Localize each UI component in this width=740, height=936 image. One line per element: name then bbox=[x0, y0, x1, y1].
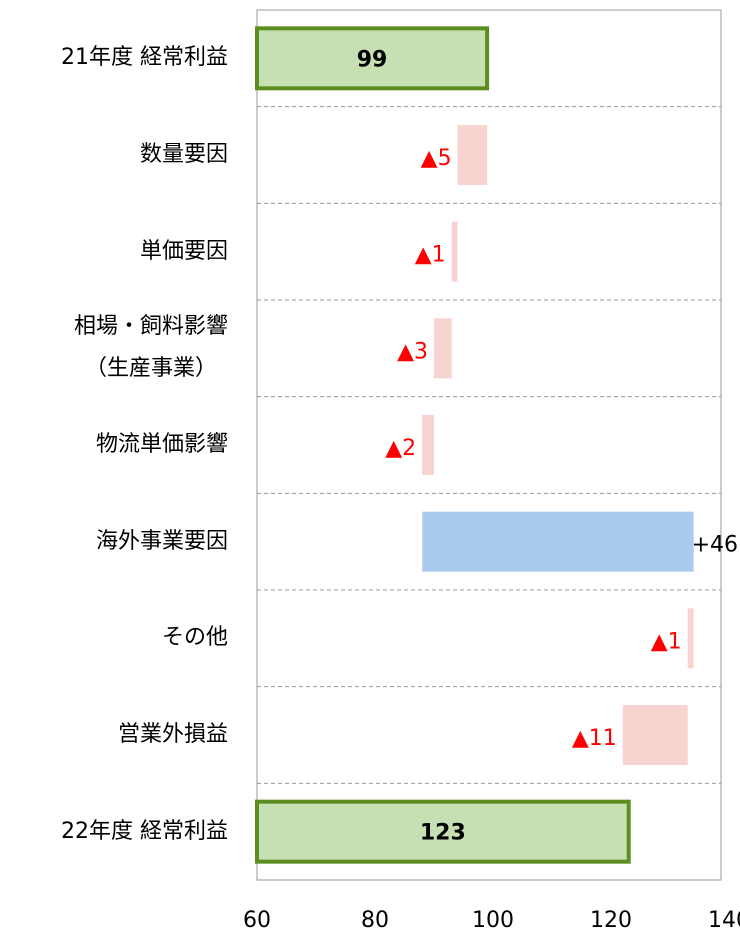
decrease-bar bbox=[622, 705, 688, 765]
decrease-bar bbox=[457, 125, 488, 185]
category-label: 単価要因 bbox=[140, 231, 228, 273]
category-label: 営業外損益 bbox=[118, 714, 228, 756]
category-label: 相場・飼料影響 （生産事業） bbox=[74, 306, 228, 390]
total-bar bbox=[255, 799, 631, 864]
category-label: 21年度 経常利益 bbox=[61, 37, 228, 79]
value-label: ▲1 bbox=[651, 629, 682, 654]
category-text: 単価要因 bbox=[139, 238, 228, 264]
category-text: 22年度 経常利益 bbox=[61, 818, 228, 844]
category-label: 物流単価影響 bbox=[96, 424, 228, 466]
decrease-bar bbox=[687, 608, 694, 669]
category-text: 相場・飼料影響 （生産事業） bbox=[73, 314, 228, 382]
x-tick-label: 100 bbox=[472, 908, 514, 933]
value-label: 99 bbox=[357, 47, 388, 72]
decrease-bar bbox=[451, 221, 458, 282]
value-label: ▲2 bbox=[385, 436, 416, 461]
category-text: その他 bbox=[161, 625, 228, 651]
plot-frame bbox=[256, 9, 722, 881]
category-text: 21年度 経常利益 bbox=[61, 45, 228, 71]
category-text: 数量要因 bbox=[139, 142, 228, 167]
x-tick-label: 60 bbox=[243, 908, 271, 933]
increase-bar bbox=[422, 511, 694, 572]
value-label: 123 bbox=[420, 821, 466, 846]
category-label: その他 bbox=[162, 617, 228, 659]
category-text: 物流単価影響 bbox=[95, 432, 228, 457]
value-label: ▲5 bbox=[421, 146, 452, 171]
value-label: +46 bbox=[692, 533, 738, 558]
value-label: ▲1 bbox=[415, 243, 446, 268]
x-tick-label: 140 bbox=[708, 908, 740, 933]
category-text: 海外事業要因 bbox=[95, 528, 228, 554]
x-tick-label: 120 bbox=[590, 908, 632, 933]
category-label: 数量要因 bbox=[140, 134, 228, 176]
category-text: 営業外損益 bbox=[117, 722, 228, 747]
category-label: 海外事業要因 bbox=[96, 521, 228, 563]
x-tick-label: 80 bbox=[361, 908, 389, 933]
decrease-bar bbox=[422, 415, 434, 475]
value-label: ▲3 bbox=[397, 339, 428, 364]
value-label: ▲11 bbox=[572, 726, 617, 751]
decrease-bar bbox=[434, 318, 452, 379]
total-bar bbox=[255, 26, 490, 91]
category-label: 22年度 経常利益 bbox=[61, 811, 228, 853]
